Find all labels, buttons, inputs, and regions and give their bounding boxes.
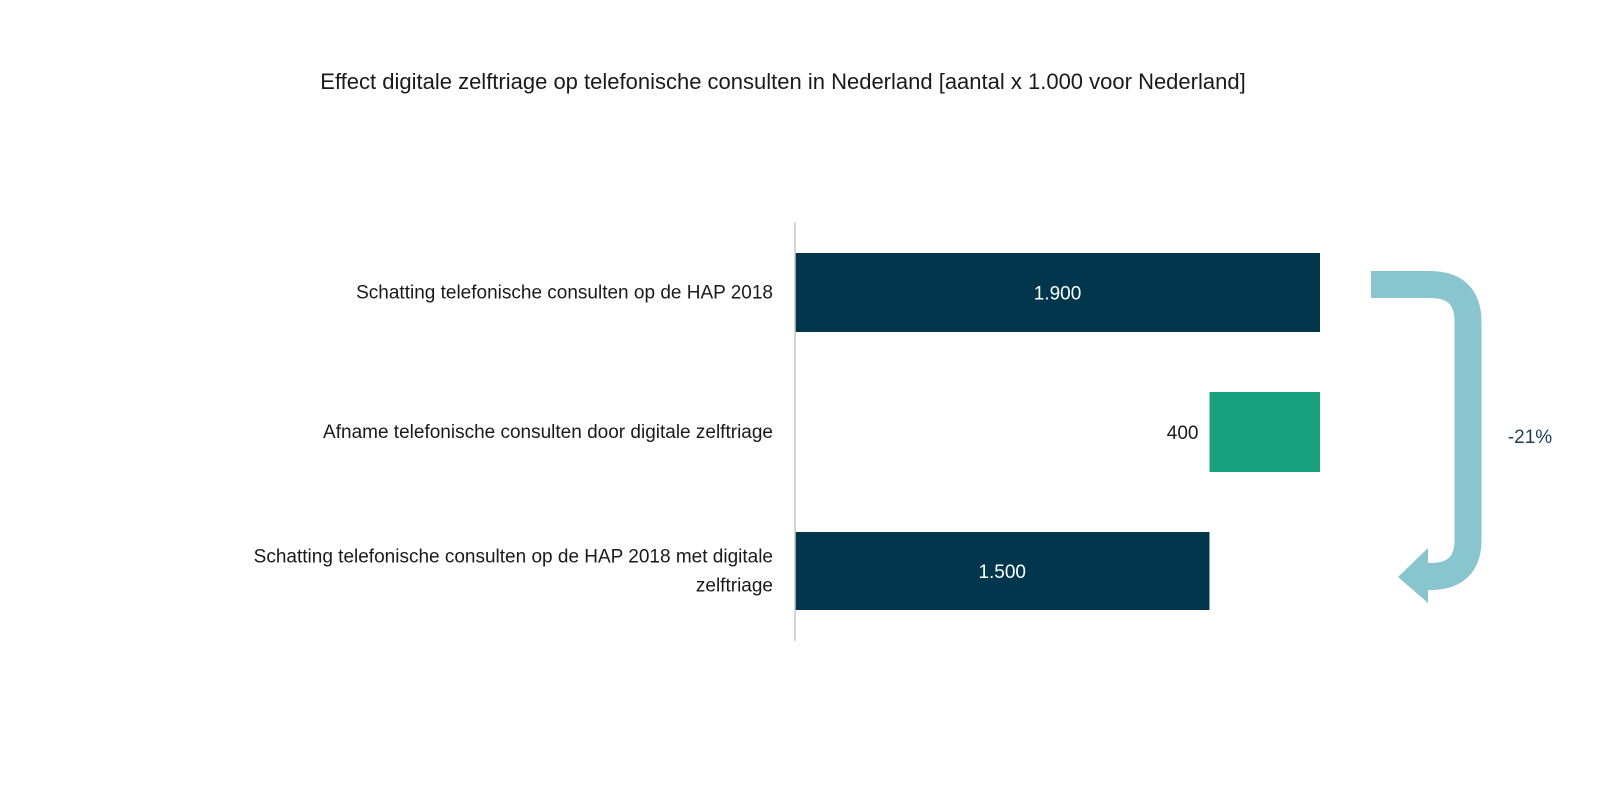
bar-2 [795,532,1210,610]
bar-1 [1209,392,1320,472]
bar-value-label: 400 [1167,423,1199,444]
bar-value-label: 1.500 [978,562,1026,583]
percent-change-label: -21% [1508,427,1552,448]
category-label: Schatting telefonische consulten op de H… [254,547,773,568]
chart-title: Effect digitale zelftriage op telefonisc… [320,69,1246,94]
bar-0 [795,253,1320,332]
change-arrow [1371,271,1482,590]
bar-value-label: 1.900 [1034,284,1082,305]
category-label: zelftriage [696,576,773,597]
category-label: Schatting telefonische consulten op de H… [356,283,773,304]
category-label: Afname telefonische consulten door digit… [323,422,773,443]
arrow-head [1398,548,1428,603]
